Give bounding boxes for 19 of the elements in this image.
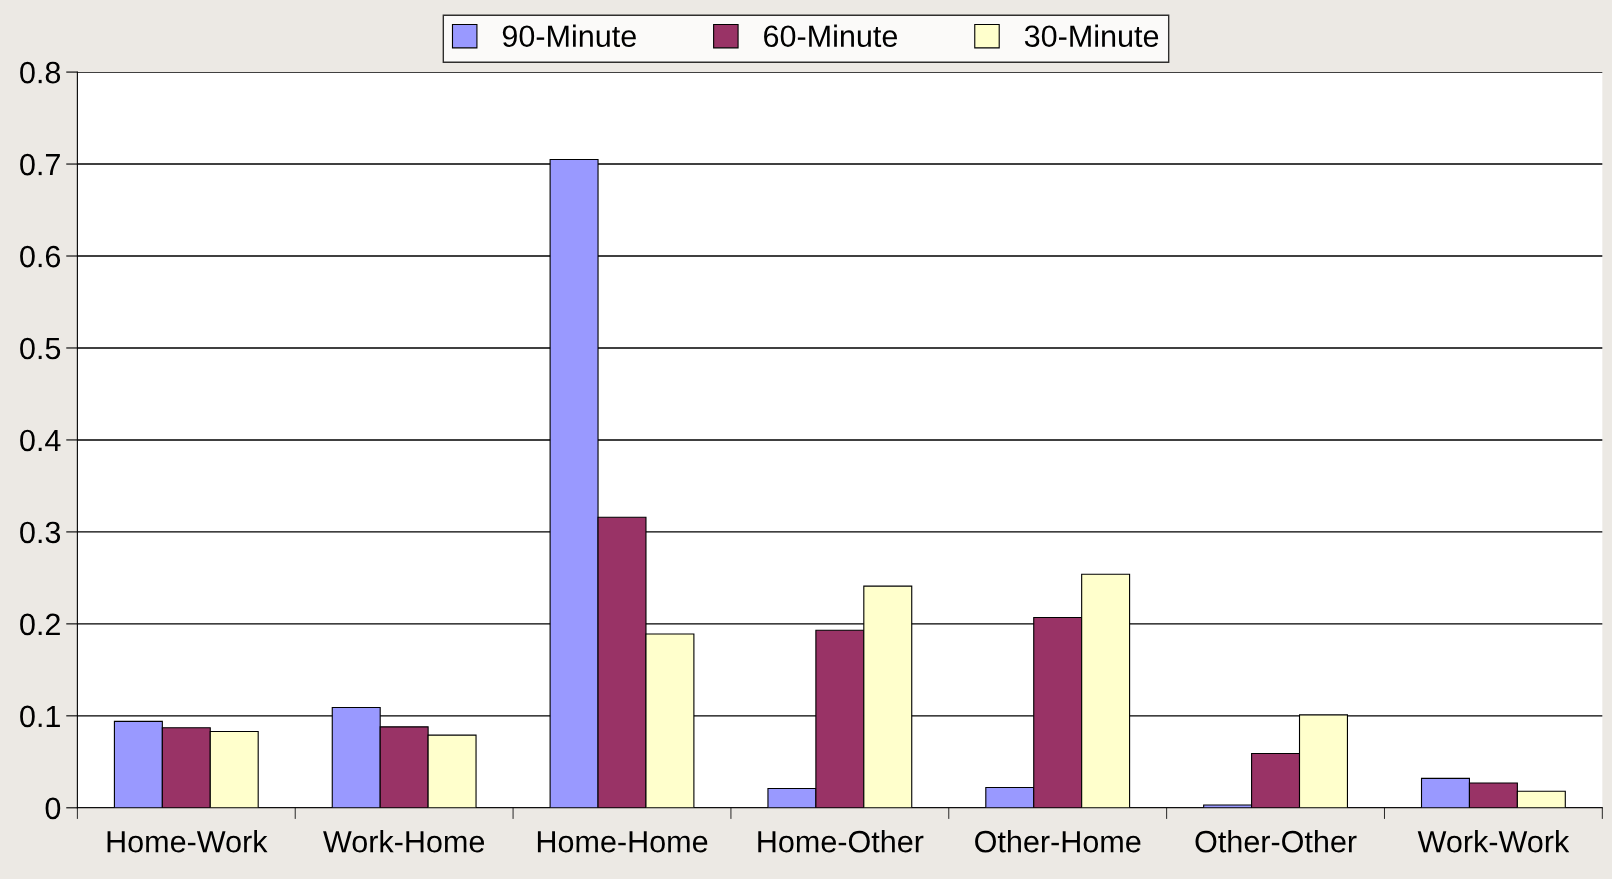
y-tick-label: 0.2 — [20, 613, 60, 636]
legend-label: 30-Minute — [1024, 24, 1159, 48]
x-tick-label: Home-Other — [758, 830, 924, 853]
y-tick-label: 0.5 — [20, 337, 61, 360]
legend-label: 90-Minute — [502, 24, 636, 48]
y-tick-label: 0.3 — [20, 521, 61, 544]
x-tick-label: Work-Work — [1417, 830, 1570, 853]
x-tick-label: Other-Other — [1195, 830, 1357, 853]
y-tick-label: 0.1 — [20, 705, 60, 728]
x-tick-label: Home-Home — [537, 831, 708, 853]
y-tick-label: 0.6 — [20, 245, 61, 268]
y-tick-label: 0 — [45, 797, 61, 820]
y-tick-label: 0.8 — [20, 61, 61, 84]
x-tick-label: Home-Work — [107, 830, 268, 853]
y-tick-label: 0.7 — [20, 153, 60, 176]
y-tick-label: 0.4 — [20, 429, 61, 452]
legend-label: 60-Minute — [764, 24, 898, 48]
x-tick-label: Other-Home — [975, 830, 1141, 853]
x-tick-label: Work-Home — [323, 830, 485, 853]
